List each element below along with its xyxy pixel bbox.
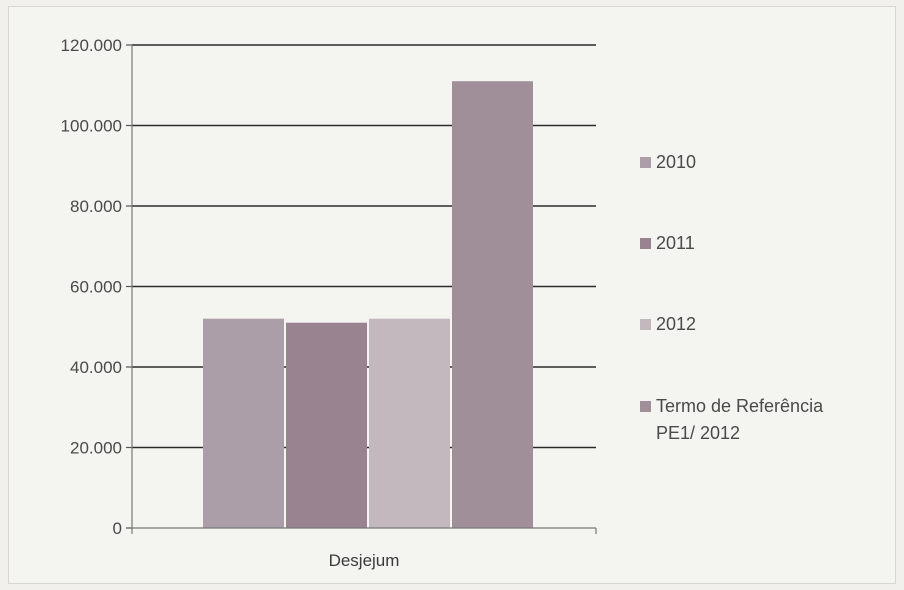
x-category-label: Desjejum (329, 551, 400, 570)
y-tick-label: 20.000 (70, 439, 122, 458)
legend-label: PE1/ 2012 (656, 423, 740, 443)
y-tick-label: 80.000 (70, 197, 122, 216)
axes: 0 20.000 40.000 60.000 80.000 100.000 120.000 D… (61, 36, 597, 570)
bar-2011 (286, 322, 367, 528)
legend-swatch (640, 401, 651, 412)
legend-swatch (640, 238, 651, 249)
legend-label: 2011 (656, 233, 695, 253)
bars (203, 81, 533, 528)
y-tick-label: 40.000 (70, 358, 122, 377)
y-tick-label: 120.000 (61, 36, 122, 55)
y-tick-label: 100.000 (61, 117, 122, 136)
bar-2012 (369, 318, 450, 528)
legend: 2010 2011 2012 Termo de Referência PE1/ 2012 (640, 152, 824, 443)
legend-swatch (640, 319, 651, 330)
y-tick-label: 60.000 (70, 278, 122, 297)
legend-swatch (640, 157, 651, 168)
legend-label: 2010 (656, 152, 696, 172)
y-tick-label: 0 (113, 519, 122, 538)
legend-label: 2012 (656, 314, 696, 334)
bar-2010 (203, 318, 284, 528)
legend-label: Termo de Referência (656, 396, 824, 416)
bar-termo-de-refer-ncia-pe1-2012 (452, 81, 533, 528)
